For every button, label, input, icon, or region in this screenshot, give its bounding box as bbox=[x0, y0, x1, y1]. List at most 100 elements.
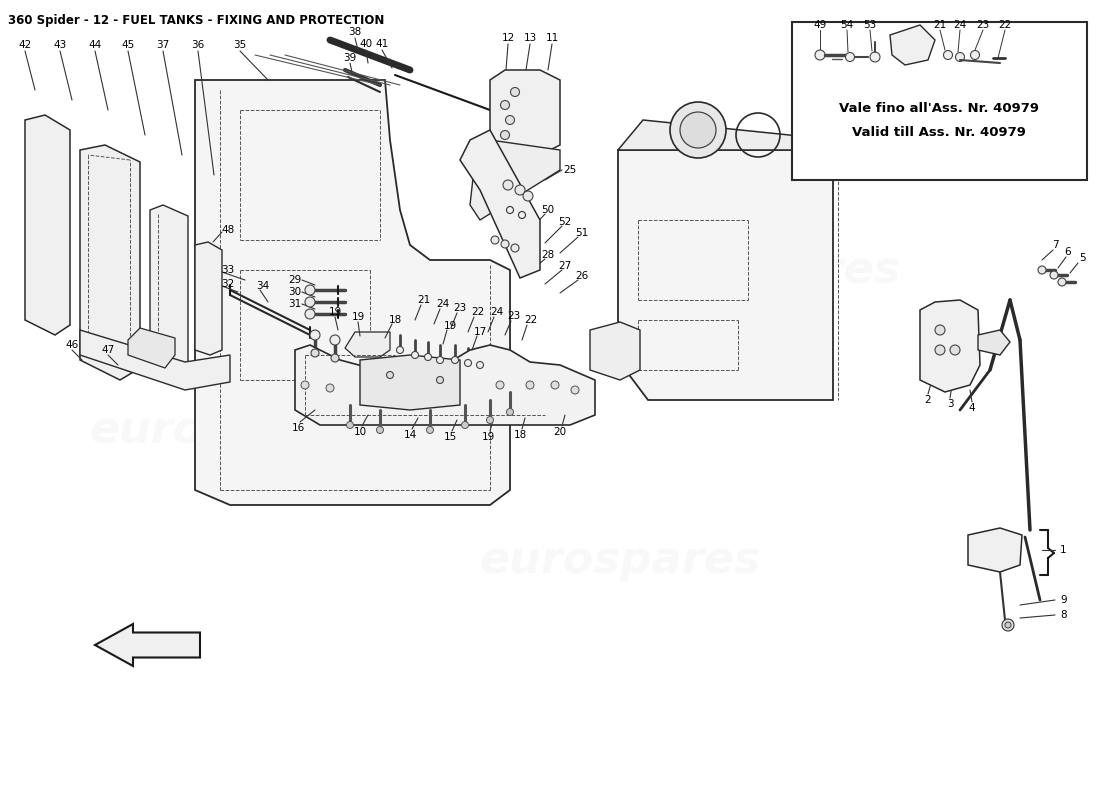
Text: 360 Spider - 12 - FUEL TANKS - FIXING AND PROTECTION: 360 Spider - 12 - FUEL TANKS - FIXING AN… bbox=[8, 14, 384, 27]
Circle shape bbox=[305, 297, 315, 307]
Text: 18: 18 bbox=[388, 315, 401, 325]
Text: 24: 24 bbox=[954, 20, 967, 30]
Circle shape bbox=[815, 50, 825, 60]
Text: 49: 49 bbox=[813, 20, 826, 30]
Circle shape bbox=[437, 377, 443, 383]
Circle shape bbox=[310, 330, 320, 340]
Text: 19: 19 bbox=[329, 307, 342, 317]
Circle shape bbox=[1005, 622, 1011, 628]
Circle shape bbox=[437, 357, 443, 363]
Circle shape bbox=[427, 426, 433, 434]
Text: 4: 4 bbox=[969, 403, 976, 413]
Text: 54: 54 bbox=[840, 20, 854, 30]
Text: 23: 23 bbox=[507, 311, 520, 321]
FancyArrow shape bbox=[95, 624, 200, 666]
Polygon shape bbox=[490, 70, 560, 155]
Circle shape bbox=[476, 362, 484, 369]
Circle shape bbox=[330, 335, 340, 345]
Circle shape bbox=[396, 346, 404, 354]
Circle shape bbox=[462, 422, 469, 429]
Text: 42: 42 bbox=[19, 40, 32, 50]
Text: 45: 45 bbox=[121, 40, 134, 50]
Text: 8: 8 bbox=[1060, 610, 1067, 620]
Polygon shape bbox=[80, 145, 140, 380]
Circle shape bbox=[491, 236, 499, 244]
Text: 22: 22 bbox=[999, 20, 1012, 30]
Text: 22: 22 bbox=[472, 307, 485, 317]
Circle shape bbox=[956, 53, 965, 62]
Text: 5: 5 bbox=[1079, 253, 1086, 263]
Text: 20: 20 bbox=[553, 427, 566, 437]
Text: 41: 41 bbox=[375, 39, 388, 49]
Text: 24: 24 bbox=[437, 299, 450, 309]
Text: 9: 9 bbox=[1060, 595, 1067, 605]
Text: eurospares: eurospares bbox=[89, 409, 371, 451]
Circle shape bbox=[425, 354, 431, 361]
Circle shape bbox=[301, 381, 309, 389]
Text: 35: 35 bbox=[233, 40, 246, 50]
Circle shape bbox=[486, 417, 494, 423]
Polygon shape bbox=[195, 242, 222, 355]
Text: 22: 22 bbox=[525, 315, 538, 325]
Circle shape bbox=[305, 285, 315, 295]
Text: 23: 23 bbox=[453, 303, 466, 313]
Polygon shape bbox=[295, 345, 595, 425]
Polygon shape bbox=[968, 528, 1022, 572]
Text: 29: 29 bbox=[288, 275, 301, 285]
Text: 10: 10 bbox=[353, 427, 366, 437]
Polygon shape bbox=[618, 120, 838, 150]
Text: 30: 30 bbox=[288, 287, 301, 297]
Circle shape bbox=[970, 50, 979, 59]
Text: 47: 47 bbox=[101, 345, 114, 355]
Polygon shape bbox=[618, 150, 833, 400]
Text: 26: 26 bbox=[575, 271, 589, 281]
Text: 33: 33 bbox=[221, 265, 234, 275]
Text: 12: 12 bbox=[502, 33, 515, 43]
Polygon shape bbox=[920, 300, 980, 392]
Circle shape bbox=[411, 351, 418, 358]
Circle shape bbox=[944, 50, 953, 59]
Text: 19: 19 bbox=[482, 432, 495, 442]
Text: 25: 25 bbox=[563, 165, 576, 175]
Polygon shape bbox=[345, 332, 390, 357]
Text: 36: 36 bbox=[191, 40, 205, 50]
Text: 43: 43 bbox=[54, 40, 67, 50]
Circle shape bbox=[500, 101, 509, 110]
Text: 34: 34 bbox=[256, 281, 270, 291]
Text: Valid till Ass. Nr. 40979: Valid till Ass. Nr. 40979 bbox=[852, 126, 1026, 138]
Circle shape bbox=[464, 359, 472, 366]
Circle shape bbox=[346, 422, 353, 429]
Polygon shape bbox=[360, 355, 460, 410]
Circle shape bbox=[950, 345, 960, 355]
Circle shape bbox=[518, 211, 526, 218]
Polygon shape bbox=[195, 80, 510, 505]
Text: 24: 24 bbox=[491, 307, 504, 317]
Circle shape bbox=[500, 130, 509, 139]
Circle shape bbox=[506, 206, 514, 214]
Text: 6: 6 bbox=[1065, 247, 1071, 257]
Circle shape bbox=[1002, 619, 1014, 631]
Circle shape bbox=[1038, 266, 1046, 274]
Text: 16: 16 bbox=[292, 423, 305, 433]
Circle shape bbox=[376, 426, 384, 434]
Text: 2: 2 bbox=[925, 395, 932, 405]
Polygon shape bbox=[590, 322, 640, 380]
Text: 50: 50 bbox=[541, 205, 554, 215]
Text: 38: 38 bbox=[349, 27, 362, 37]
Polygon shape bbox=[978, 330, 1010, 355]
Polygon shape bbox=[128, 328, 175, 368]
Text: 44: 44 bbox=[88, 40, 101, 50]
Circle shape bbox=[311, 349, 319, 357]
Circle shape bbox=[522, 191, 534, 201]
Circle shape bbox=[326, 384, 334, 392]
Circle shape bbox=[846, 53, 855, 62]
Circle shape bbox=[680, 112, 716, 148]
Polygon shape bbox=[150, 205, 188, 380]
Text: 1: 1 bbox=[1060, 545, 1067, 555]
Text: 27: 27 bbox=[559, 261, 572, 271]
Text: 28: 28 bbox=[541, 250, 554, 260]
Circle shape bbox=[571, 386, 579, 394]
Circle shape bbox=[1050, 271, 1058, 279]
Text: 37: 37 bbox=[156, 40, 169, 50]
Text: 17: 17 bbox=[473, 327, 486, 337]
